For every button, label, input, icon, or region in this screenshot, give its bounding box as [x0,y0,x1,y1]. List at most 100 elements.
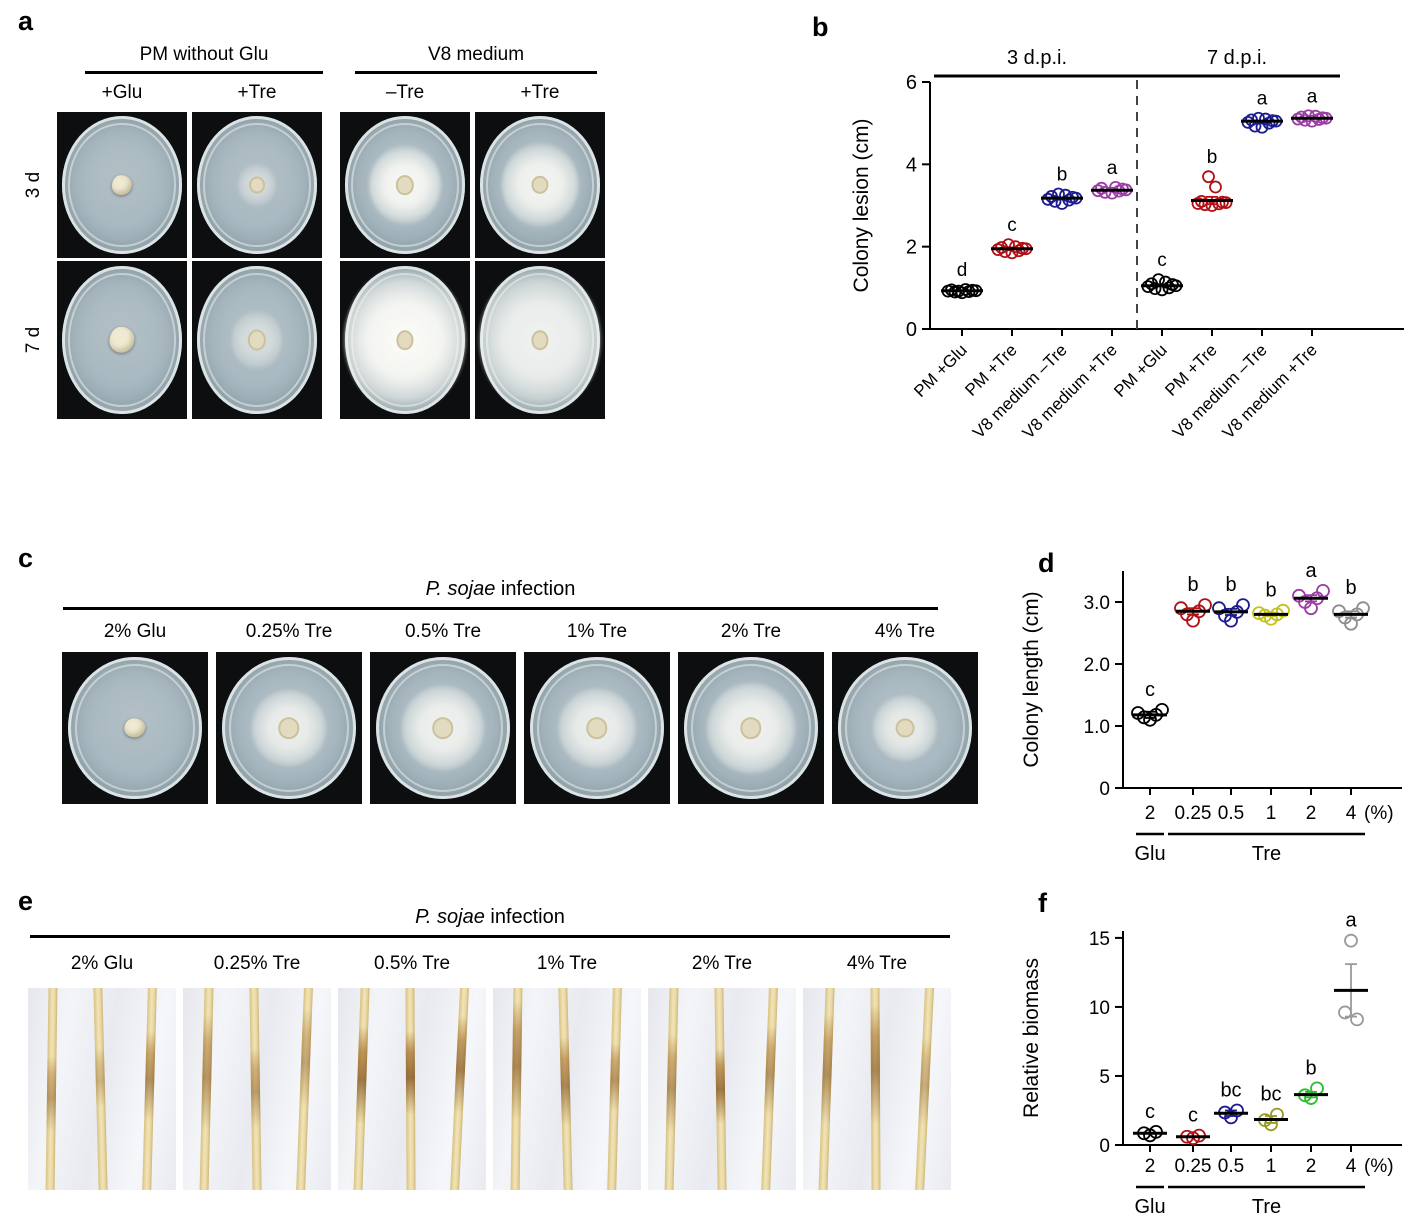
petri-dish [375,656,511,800]
lesion-mark [46,1056,57,1133]
significance-letter: b [1207,147,1218,168]
panel-a-label: a [18,6,34,36]
lesion-mark [356,1026,369,1125]
data-point [1309,109,1322,123]
data-point [998,245,1012,259]
panel-e-label: e [18,886,34,916]
significance-letter: b [1225,574,1236,596]
hypocotyl-stem [664,988,679,1190]
species-name: P. sojae [415,906,485,928]
mycelium-blob [109,326,135,354]
petri-dish [345,116,465,254]
lesion-mark [821,1013,834,1125]
significance-letter: a [1257,89,1268,110]
media-group-v8: V8 medium [355,44,597,74]
significance-letter: a [1307,86,1318,107]
x-category-label: 2 [1306,1156,1317,1177]
mycelium-blob [111,175,133,195]
column-label-tre2: +Tre [520,82,560,103]
petri-photo [57,112,187,258]
data-point [1276,603,1290,618]
treatment-label: 4% Tre [874,621,936,642]
petri-dish [343,265,466,415]
hypocotyl-stem [93,988,108,1190]
data-point [1332,604,1346,619]
x-category-label: PM +Glu [1110,340,1171,401]
petri-photo [678,652,824,804]
hypocotyl-photo [803,988,951,1190]
agar-plug [278,717,300,739]
x-category-label: 0.5 [1218,803,1244,824]
hypocotyl-stem [760,988,778,1190]
hypocotyl-stem [818,988,835,1190]
x-category-label: 0.5 [1218,1156,1244,1177]
data-point [1009,240,1022,254]
y-axis-title: Relative biomass [1020,958,1043,1118]
treatment-label: 0.25% Tre [245,621,333,642]
petri-dish [221,656,357,800]
agar-plug [247,329,267,351]
petri-photo [370,652,516,804]
petri-photo [192,112,322,258]
hypocotyl-stem [714,988,727,1190]
x-category-label: 1 [1266,803,1277,824]
x-category-label: V8 medium +Tre [1219,340,1321,442]
lesion-mark [715,1047,726,1125]
y-axis-title: Colony length (cm) [1020,591,1043,767]
media-group-v8-title: V8 medium [355,44,597,74]
hypocotyl-stem [510,988,523,1190]
significance-letter: a [1305,560,1317,582]
hypocotyl-stem [249,988,262,1190]
hypocotyl-photo [493,988,641,1190]
treatment-label: 0.5% Tre [404,621,482,642]
data-point [1344,933,1358,948]
treatment-label: 1% Tre [566,621,628,642]
data-point [1302,109,1315,123]
dish-inner-rim [690,663,812,793]
hypocotyl-photo [183,988,331,1190]
colony-lesion-scatter-chart: 0 2 4 6 Colony lesion (cm) 3 d.p.i. 7 d.p.i. PM… [850,47,1404,443]
axis-group-label: Glu [1134,843,1165,865]
petri-dish [837,656,973,800]
data-point [1259,112,1272,126]
data-point [1145,277,1158,291]
agar-plug [895,718,915,738]
hypocotyl-stem [199,988,214,1190]
panel-c-label: c [18,543,34,573]
lesion-mark [870,1005,881,1124]
column-label-notre: –Tre [385,82,425,103]
hypocotyl-stem [870,988,881,1190]
data-point [1098,185,1112,199]
data-point [1202,170,1215,184]
petri-dish [480,116,600,254]
lesion-mark [511,1000,523,1120]
panel-e-title: P. sojae infection [30,906,950,929]
axis-group-label: Tre [1252,843,1281,865]
data-point [1338,1005,1352,1020]
data-point [1212,601,1226,616]
data-point [1045,190,1058,203]
row-label-7d: 7 d [23,326,44,354]
colony-length-scatter-chart: 0 1.0 2.0 3.0 Colony length (cm) 2 0.25 0.5 1 2 4 (… [1020,560,1402,865]
hypocotyl-stem [45,988,58,1190]
y-axis-title: Colony lesion (cm) [850,119,873,293]
lesion-mark [763,1026,777,1116]
petri-dish [62,265,182,415]
petri-photo [832,652,978,804]
petri-photo [62,652,208,804]
column-label-tre1: +Tre [237,82,277,103]
data-point [1109,180,1122,194]
x-category-label: 2 [1145,803,1156,824]
lesion-mark [666,1034,678,1133]
data-point [1350,1012,1364,1027]
title-rest: infection [484,906,565,928]
petri-photo [340,112,470,258]
y-tick-label: 2.0 [1084,655,1110,676]
data-point [1292,588,1306,603]
petri-photo [57,261,187,419]
dish-inner-rim [844,663,966,793]
data-point [1230,1103,1244,1118]
hypocotyl-stem [141,988,157,1190]
agar-plug [396,330,414,350]
panel-b-label: b [812,12,829,42]
